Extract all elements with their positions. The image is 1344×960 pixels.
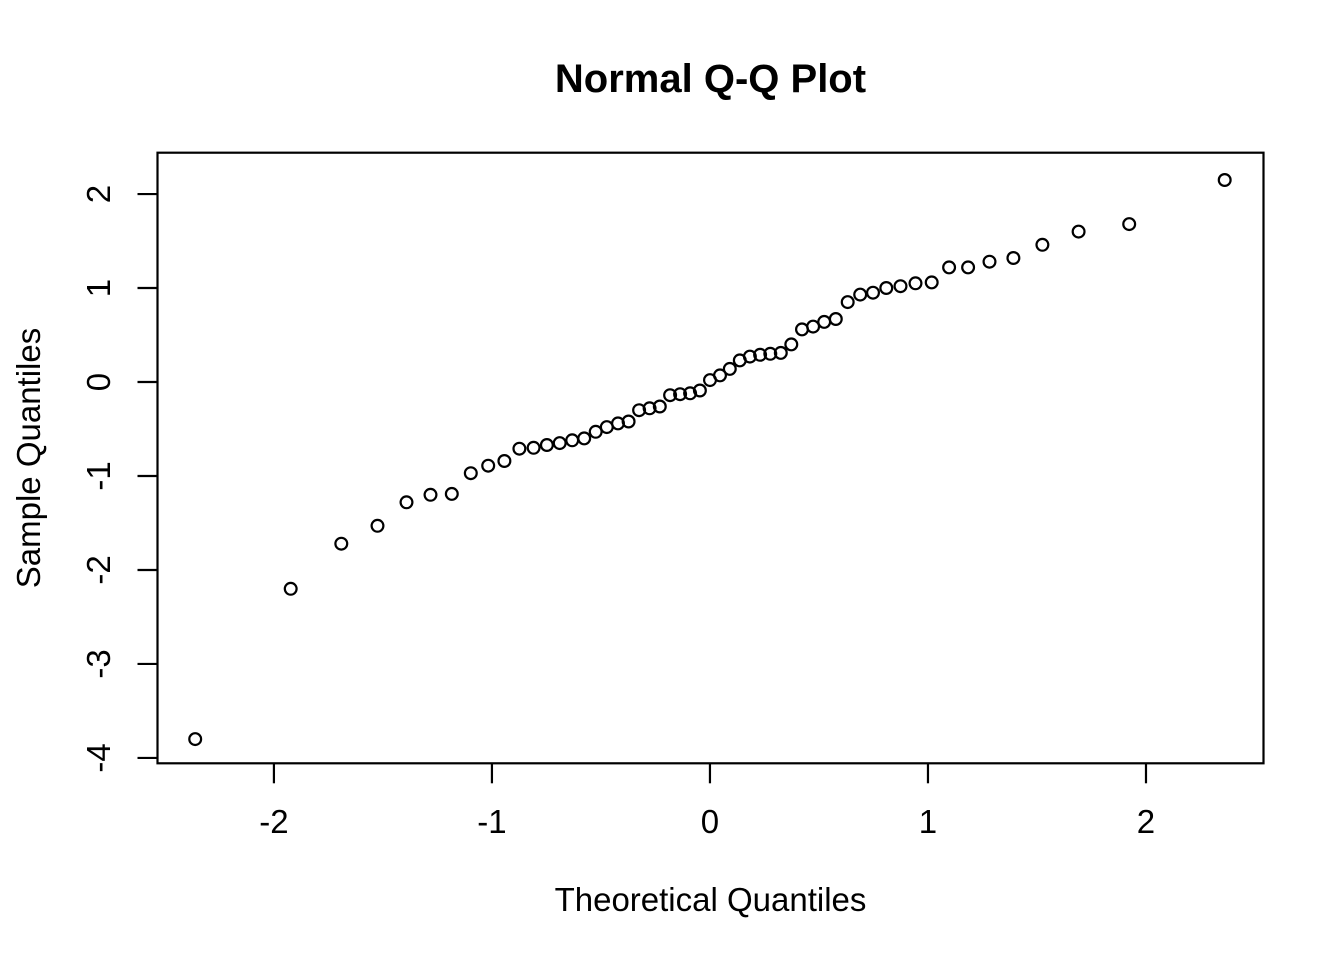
data-point xyxy=(663,388,678,403)
data-point xyxy=(399,495,414,510)
y-tick-label: -1 xyxy=(80,461,117,490)
x-tick-label: -1 xyxy=(477,803,506,840)
data-point xyxy=(794,322,809,337)
data-point xyxy=(1035,237,1050,252)
data-point xyxy=(1071,224,1086,239)
data-point xyxy=(753,347,768,362)
x-tick-label: -2 xyxy=(259,803,288,840)
data-point xyxy=(982,254,997,269)
x-tick-label: 1 xyxy=(919,803,937,840)
data-point xyxy=(1217,173,1232,188)
data-point xyxy=(588,424,603,439)
data-point xyxy=(879,281,894,296)
x-tick-label: 0 xyxy=(701,803,719,840)
data-point xyxy=(188,732,203,747)
data-point xyxy=(565,433,580,448)
data-point xyxy=(642,401,657,416)
data-point xyxy=(552,436,567,451)
data-point xyxy=(577,431,592,446)
x-tick-label: 2 xyxy=(1137,803,1155,840)
data-point xyxy=(334,536,349,551)
data-point xyxy=(924,275,939,290)
data-point xyxy=(865,285,880,300)
data-point xyxy=(840,295,855,310)
data-points xyxy=(188,173,1232,747)
data-point xyxy=(283,581,298,596)
data-point xyxy=(652,399,667,414)
data-point xyxy=(817,314,832,329)
x-axis: -2 -1 0 1 2 xyxy=(259,763,1155,840)
data-point xyxy=(828,312,843,327)
data-point xyxy=(599,420,614,435)
x-axis-title: Theoretical Quantiles xyxy=(555,881,867,918)
data-point xyxy=(961,260,976,275)
data-point xyxy=(712,368,727,383)
data-point xyxy=(526,440,541,455)
y-axis: 2 1 0 -1 -2 -3 -4 xyxy=(80,185,158,773)
data-point xyxy=(742,349,757,364)
y-tick-label: 0 xyxy=(80,373,117,391)
data-point xyxy=(683,386,698,401)
data-point xyxy=(621,414,636,429)
data-point xyxy=(481,458,496,473)
data-point xyxy=(423,487,438,502)
data-point xyxy=(784,337,799,352)
data-point xyxy=(908,276,923,291)
data-point xyxy=(853,287,868,302)
data-point xyxy=(1122,217,1137,232)
data-point xyxy=(806,319,821,334)
y-tick-label: -3 xyxy=(80,649,117,678)
chart-title: Normal Q-Q Plot xyxy=(555,57,866,101)
y-tick-label: 2 xyxy=(80,185,117,203)
y-axis-title: Sample Quantiles xyxy=(10,328,47,588)
data-point xyxy=(1006,251,1021,266)
y-tick-label: -4 xyxy=(80,743,117,772)
plot-border xyxy=(156,151,1265,765)
data-point xyxy=(722,361,737,376)
data-point xyxy=(692,383,707,398)
data-point xyxy=(370,518,385,533)
y-tick-label: -2 xyxy=(80,555,117,584)
y-tick-label: 1 xyxy=(80,279,117,297)
data-point xyxy=(539,438,554,453)
data-point xyxy=(444,486,459,501)
data-point xyxy=(942,260,957,275)
data-point xyxy=(497,454,512,469)
data-point xyxy=(893,279,908,294)
data-point xyxy=(512,441,527,456)
data-point xyxy=(763,346,778,361)
data-point xyxy=(773,345,788,360)
data-point xyxy=(673,387,688,402)
data-point xyxy=(463,466,478,481)
